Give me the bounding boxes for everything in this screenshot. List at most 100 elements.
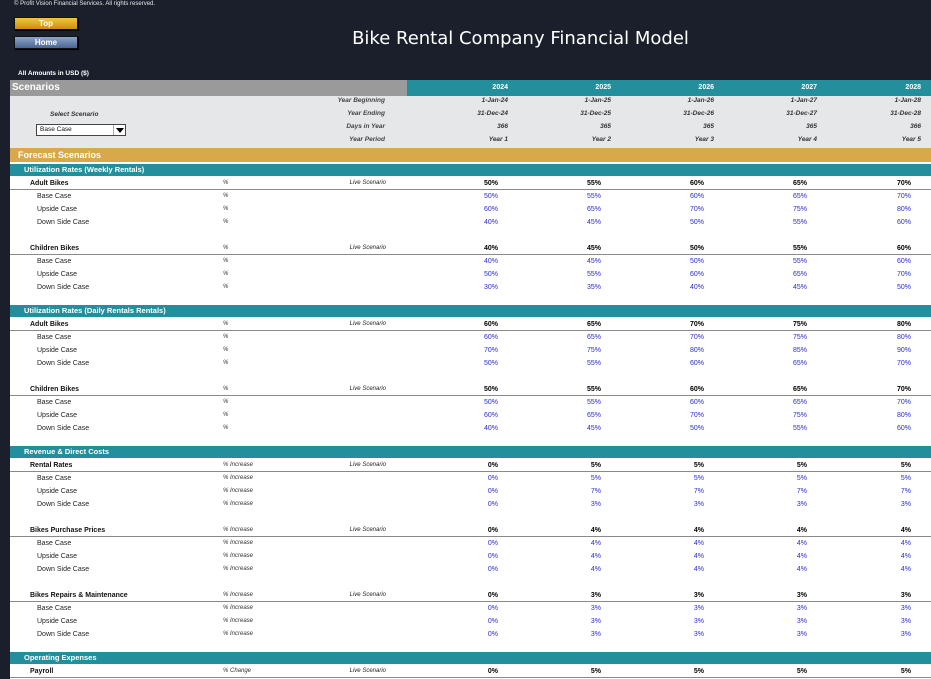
value-cell: 40%: [483, 245, 498, 252]
value-cell: 50%: [689, 258, 704, 265]
live-scenario-label: Live Scenario: [349, 527, 386, 533]
value-cell: 4%: [796, 566, 807, 573]
row-label: Rental Rates: [30, 462, 73, 469]
meta-value: 1-Jan-25: [584, 97, 611, 104]
value-cell: 60%: [689, 386, 704, 393]
meta-row-label: Year Ending: [347, 110, 385, 117]
row-unit: %: [223, 245, 229, 251]
forecast-scenarios-bar: Forecast Scenarios: [10, 148, 931, 162]
value-cell: 65%: [792, 271, 807, 278]
value-cell: 40%: [483, 258, 498, 265]
value-cell: 5%: [900, 475, 911, 482]
case-label: Base Case: [37, 193, 72, 200]
case-row: Down Side Case % Increase 0% 3% 3% 3% 3%: [10, 628, 931, 641]
row-unit: %: [223, 412, 229, 418]
case-label: Down Side Case: [37, 360, 90, 367]
value-cell: 45%: [792, 284, 807, 291]
live-scenario-row: Payroll % Change Live Scenario 0% 5% 5% 5% 5%: [10, 665, 931, 678]
row-unit: %: [223, 193, 229, 199]
value-cell: 70%: [689, 334, 704, 341]
value-cell: 65%: [792, 193, 807, 200]
case-label: Base Case: [37, 399, 72, 406]
row-unit: %: [223, 386, 229, 392]
case-label: Base Case: [37, 605, 72, 612]
value-cell: 70%: [896, 360, 911, 367]
case-row: Upside Case % Increase 0% 7% 7% 7% 7%: [10, 485, 931, 498]
live-scenario-row: Adult Bikes% Live Scenario 50% 55% 60% 65% 70%: [10, 177, 931, 190]
value-cell: 60%: [689, 271, 704, 278]
value-cell: 60%: [689, 399, 704, 406]
value-cell: 4%: [900, 566, 911, 573]
value-cell: 3%: [796, 631, 807, 638]
year-header-2028: 2028: [905, 84, 921, 91]
meta-value: Year 1: [488, 136, 508, 143]
meta-value: 1-Jan-28: [894, 97, 921, 104]
value-cell: 0%: [487, 618, 498, 625]
value-cell: 60%: [483, 412, 498, 419]
value-cell: 80%: [896, 334, 911, 341]
case-label: Down Side Case: [37, 501, 90, 508]
value-cell: 0%: [487, 475, 498, 482]
case-label: Down Side Case: [37, 631, 90, 638]
row-label: Children Bikes: [30, 386, 80, 393]
row-unit: %: [223, 399, 229, 405]
value-cell: 3%: [590, 592, 601, 599]
value-cell: 5%: [796, 462, 807, 469]
scenario-dropdown-value: Base Case: [40, 126, 72, 133]
live-scenario-row: Rental Rates % Increase Live Scenario 0% 5% 5…: [10, 459, 931, 472]
value-cell: 0%: [487, 592, 498, 599]
value-cell: 3%: [693, 592, 704, 599]
section-header: Utilization Rates (Daily Rentals Rentals…: [10, 305, 931, 317]
value-cell: 70%: [689, 321, 704, 328]
meta-value: 365: [806, 123, 817, 130]
header-meta-block: [10, 96, 931, 148]
row-unit: % Increase: [223, 527, 254, 533]
value-cell: 70%: [896, 193, 911, 200]
live-scenario-row: Children Bikes% Live Scenario 50% 55% 60% 65%…: [10, 383, 931, 396]
live-scenario-row: Bikes Purchase Prices % Increase Live Scen…: [10, 524, 931, 537]
case-label: Upside Case: [37, 347, 78, 354]
value-cell: 40%: [483, 219, 498, 226]
value-cell: 65%: [586, 334, 601, 341]
value-cell: 3%: [900, 501, 911, 508]
value-cell: 0%: [487, 605, 498, 612]
value-cell: 3%: [693, 618, 704, 625]
meta-row-label: Year Period: [349, 136, 385, 143]
value-cell: 50%: [896, 284, 911, 291]
live-scenario-label: Live Scenario: [349, 462, 386, 468]
value-cell: 4%: [590, 553, 601, 560]
case-row: Base Case % Increase 0% 5% 5% 5% 5%: [10, 472, 931, 485]
row-unit: % Change: [223, 668, 252, 674]
case-label: Base Case: [37, 258, 72, 265]
scenario-dropdown[interactable]: Base Case: [36, 124, 126, 136]
page-title: Bike Rental Company Financial Model: [352, 28, 689, 49]
value-cell: 4%: [693, 566, 704, 573]
value-cell: 5%: [796, 475, 807, 482]
chevron-down-icon[interactable]: [113, 125, 125, 135]
value-cell: 3%: [590, 501, 601, 508]
scenarios-header-bar: Scenarios 2024 2025 2026 2027 2028: [10, 80, 931, 96]
value-cell: 3%: [590, 631, 601, 638]
value-cell: 65%: [586, 206, 601, 213]
select-scenario-label: Select Scenario: [50, 111, 99, 118]
case-row: Upside Case% 50% 55% 60% 65% 70%: [10, 268, 931, 281]
value-cell: 60%: [689, 193, 704, 200]
value-cell: 60%: [896, 425, 911, 432]
row-unit: %: [223, 334, 229, 340]
scenarios-label: Scenarios: [10, 80, 407, 96]
home-button[interactable]: Home: [14, 36, 78, 49]
value-cell: 4%: [693, 540, 704, 547]
case-label: Upside Case: [37, 618, 78, 625]
row-unit: % Increase: [223, 488, 254, 494]
value-cell: 5%: [693, 668, 704, 675]
value-cell: 80%: [689, 347, 704, 354]
meta-value: 31-Dec-24: [477, 110, 508, 117]
value-cell: 55%: [586, 399, 601, 406]
value-cell: 50%: [689, 219, 704, 226]
value-cell: 5%: [693, 462, 704, 469]
top-button[interactable]: Top: [14, 17, 78, 30]
case-row: Upside Case % Increase 0% 3% 3% 3% 3%: [10, 615, 931, 628]
meta-value: Year 5: [901, 136, 921, 143]
row-unit: % Increase: [223, 462, 254, 468]
case-row: Down Side Case % Increase 0% 3% 3% 3% 3%: [10, 498, 931, 511]
